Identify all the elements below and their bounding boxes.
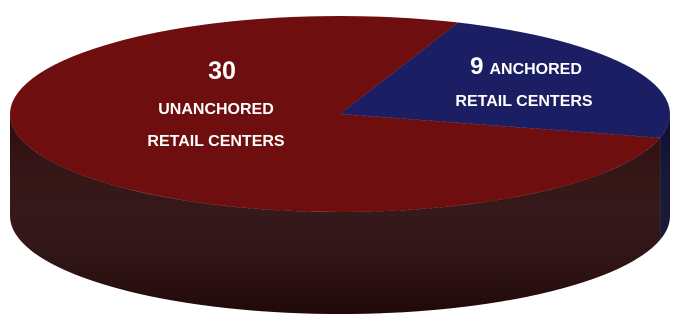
slice-label-unanchored-line2: RETAIL CENTERS bbox=[147, 133, 285, 150]
pie-side bbox=[9, 114, 670, 315]
slice-label-anchored-line1: ANCHORED bbox=[489, 61, 581, 78]
pie-top bbox=[10, 16, 671, 213]
slice-unanchored[interactable] bbox=[10, 16, 661, 213]
slice-label-anchored: 9 ANCHORED RETAIL CENTERS bbox=[455, 53, 593, 110]
slice-label-unanchored: 30 UNANCHORED RETAIL CENTERS bbox=[147, 57, 285, 150]
slice-value-unanchored: 30 bbox=[208, 57, 236, 85]
pie-side-shading bbox=[10, 114, 670, 314]
slice-anchored[interactable] bbox=[340, 22, 671, 138]
slice-label-anchored-line2: RETAIL CENTERS bbox=[455, 93, 593, 110]
slice-label-anchored-line1-group: 9 ANCHORED bbox=[470, 53, 582, 80]
slice-value-anchored: 9 bbox=[470, 53, 483, 80]
slice-label-unanchored-line1: UNANCHORED bbox=[158, 101, 274, 118]
